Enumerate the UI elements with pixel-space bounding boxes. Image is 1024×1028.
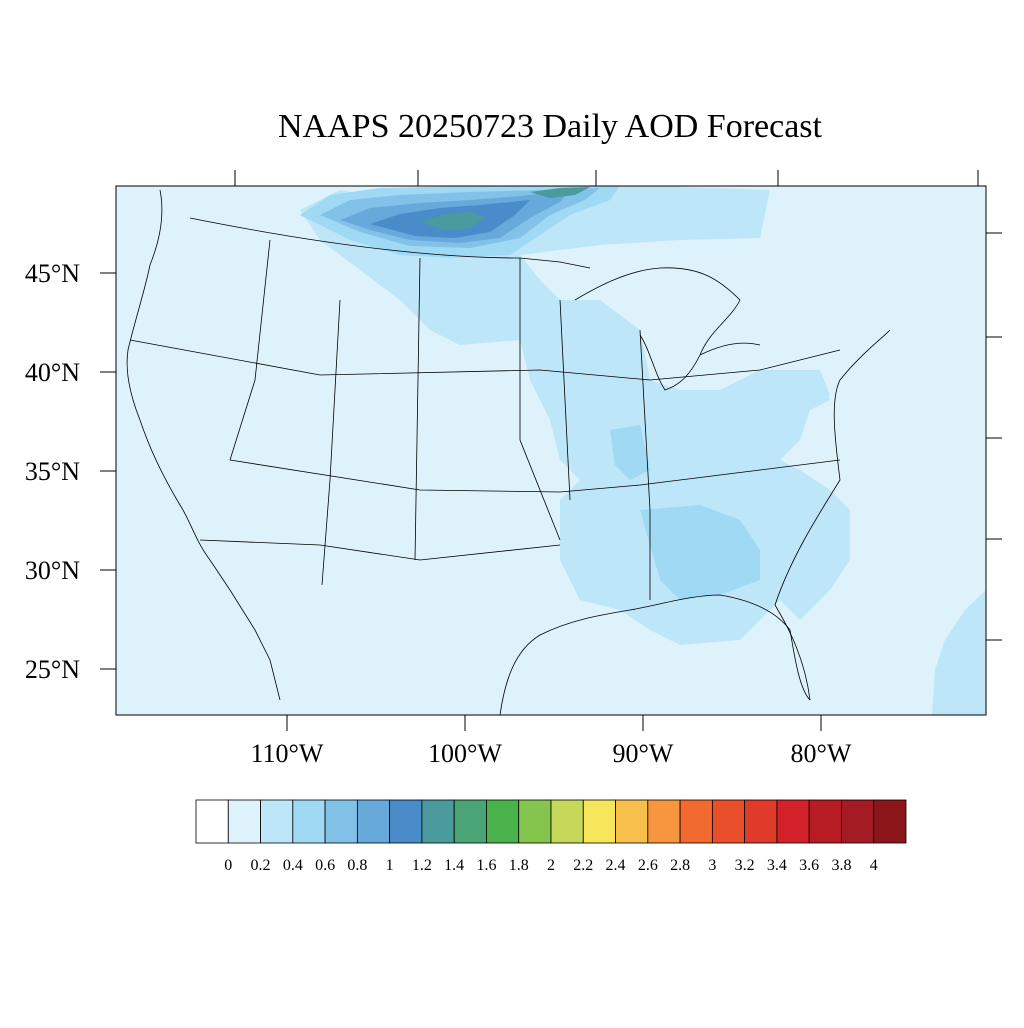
colorbar-swatch: [356, 799, 391, 844]
lon-label: 100°W: [428, 739, 502, 768]
boundaries: [126, 189, 891, 716]
lon-label: 90°W: [613, 739, 674, 768]
lat-label: 35°N: [25, 457, 80, 486]
bottom-ticks: [286, 715, 822, 731]
lat-label: 40°N: [25, 358, 80, 387]
colorbar-label: 0: [224, 857, 232, 874]
colorbar-label: 2.2: [573, 857, 593, 874]
colorbar-label: 0.2: [251, 857, 271, 874]
colorbar-swatch: [324, 799, 358, 844]
colorbar-label: 1.6: [476, 857, 496, 874]
colorbar-label: 1.2: [412, 857, 432, 874]
colorbar-labels: 0 0.2 0.4 0.6 0.8 1 1.2 1.4 1.6 1.8 2 2.2 2.4 2.6 2.8 3…: [224, 857, 877, 874]
colorbar-label: 2: [547, 857, 555, 874]
colorbar-label: 3.4: [767, 857, 787, 874]
colorbar-swatch: [421, 799, 455, 844]
colorbar-label: 3.6: [799, 857, 819, 874]
colorbar-label: 0.8: [347, 857, 367, 874]
colorbar-swatch: [227, 799, 261, 844]
map-frame: [115, 185, 987, 716]
colorbar-swatch: [873, 799, 907, 844]
colorbar-swatch: [647, 799, 681, 844]
lat-label: 30°N: [25, 556, 80, 585]
colorbar-label: 1.4: [444, 857, 464, 874]
lon-label: 80°W: [791, 739, 852, 768]
colorbar-label: 4: [870, 857, 878, 874]
colorbar-swatch: [195, 799, 229, 844]
colorbar-label: 2.6: [638, 857, 658, 874]
colorbar-swatch: [292, 799, 326, 844]
colorbar-swatch: [518, 799, 552, 844]
colorbar-label: 1: [386, 857, 394, 874]
colorbar-swatch: [615, 799, 649, 844]
colorbar-swatch: [711, 799, 746, 844]
aod-shading: [300, 186, 986, 715]
left-ticks: [100, 272, 116, 670]
colorbar-label: 2.8: [670, 857, 690, 874]
colorbar-label: 0.4: [283, 857, 303, 874]
colorbar-swatch: [260, 799, 294, 844]
lat-label: 45°N: [25, 259, 80, 288]
colorbar-swatch: [841, 799, 875, 844]
colorbar-swatch: [486, 799, 520, 844]
colorbar-label: 3.2: [735, 857, 755, 874]
colorbar-label: 3: [708, 857, 716, 874]
right-ticks: [986, 232, 1002, 641]
lon-labels: 110°W 100°W 90°W 80°W: [251, 739, 852, 768]
lon-label: 110°W: [251, 739, 324, 768]
top-ticks: [234, 170, 979, 186]
lat-label: 25°N: [25, 655, 80, 684]
colorbar: [195, 799, 907, 844]
colorbar-swatch: [453, 799, 487, 844]
colorbar-swatch: [679, 799, 713, 844]
colorbar-swatch: [582, 799, 616, 844]
map-background: [116, 186, 986, 715]
colorbar-label: 3.8: [831, 857, 851, 874]
page-title: NAAPS 20250723 Daily AOD Forecast: [278, 108, 822, 145]
colorbar-swatch: [808, 799, 842, 844]
colorbar-swatch: [776, 799, 810, 844]
colorbar-label: 2.4: [606, 857, 626, 874]
colorbar-swatch: [550, 799, 584, 844]
lat-labels: 45°N 40°N 35°N 30°N 25°N: [25, 259, 80, 684]
colorbar-label: 0.6: [315, 857, 335, 874]
colorbar-label: 1.8: [509, 857, 529, 874]
colorbar-swatch: [744, 799, 778, 844]
colorbar-swatch: [389, 799, 423, 844]
